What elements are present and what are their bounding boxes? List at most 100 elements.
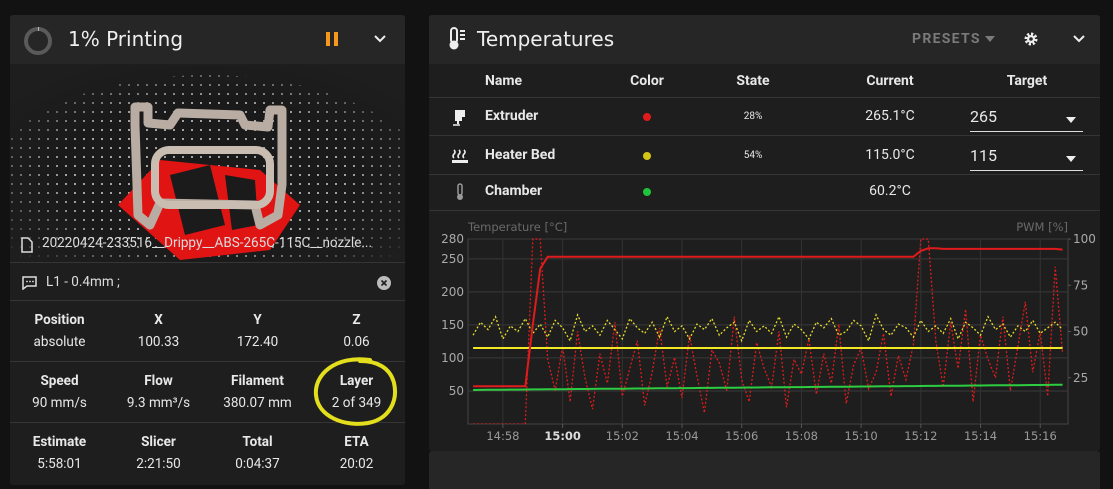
series-line bbox=[473, 383, 1063, 391]
stat-label: Total bbox=[242, 434, 273, 450]
next-panel bbox=[429, 451, 1100, 489]
status-title: 1% Printing bbox=[68, 27, 184, 51]
stat-value: 380.07 mm bbox=[223, 395, 292, 411]
thermometer-icon bbox=[449, 27, 465, 50]
gcode-line: L1 - 0.4mm ; bbox=[46, 274, 120, 290]
target-input[interactable]: 265 bbox=[970, 107, 1083, 132]
separator bbox=[10, 361, 405, 362]
stat-label: Position bbox=[34, 312, 85, 328]
y-tick-label: 280 bbox=[441, 232, 464, 246]
plot-area bbox=[467, 238, 1069, 425]
stat-value: 5:58:01 bbox=[37, 456, 82, 472]
stat-value: 0.06 bbox=[343, 334, 370, 350]
stat-label: Y bbox=[253, 312, 262, 328]
x-tick-label: 15:08 bbox=[785, 429, 818, 443]
separator bbox=[429, 135, 1100, 136]
temperature-chart: Temperature [°C] PWM [%] 50 100 150 200 250 280… bbox=[441, 220, 1096, 443]
separator bbox=[429, 210, 1100, 211]
stat-label: ETA bbox=[344, 434, 369, 450]
color-dot bbox=[643, 113, 651, 121]
temperatures-title: Temperatures bbox=[477, 27, 615, 51]
stat-label: Filament bbox=[231, 373, 284, 389]
y-axis-title: Temperature [°C] bbox=[467, 220, 567, 234]
column-header: Color bbox=[630, 73, 664, 89]
stat-value: 20:02 bbox=[339, 456, 374, 472]
x-tick-label: 14:58 bbox=[486, 429, 519, 443]
heater-current: 60.2°C bbox=[869, 183, 911, 199]
close-button[interactable] bbox=[377, 276, 391, 290]
stat-label: Z bbox=[352, 312, 361, 328]
y-tick-label: 100 bbox=[441, 351, 464, 365]
gcode-icon bbox=[22, 276, 37, 290]
x-tick-label: 15:02 bbox=[606, 429, 639, 443]
presets-arrow[interactable] bbox=[984, 34, 996, 44]
stat-value: 90 mm/s bbox=[32, 395, 87, 411]
series-line bbox=[472, 313, 1064, 343]
y-tick-label: 200 bbox=[441, 285, 464, 299]
heater-name: Chamber bbox=[485, 183, 543, 199]
heater-current: 265.1°C bbox=[865, 108, 915, 124]
x-tick-label: 15:06 bbox=[725, 429, 758, 443]
heater-icon bbox=[453, 110, 465, 126]
target-input[interactable]: 115 bbox=[970, 146, 1083, 171]
x-tick-label: 15:12 bbox=[904, 429, 937, 443]
heater-icon bbox=[452, 149, 468, 163]
stat-value: 100.33 bbox=[137, 334, 180, 350]
column-header: Target bbox=[1006, 73, 1048, 89]
thumbnail bbox=[10, 65, 405, 262]
x-tick-label: 15:04 bbox=[665, 429, 698, 443]
series-line bbox=[473, 247, 1063, 388]
heater-icon bbox=[457, 183, 463, 200]
temperatures-panel: Temperatures PRESETS Name Color State Curre… bbox=[429, 15, 1100, 451]
presets-button[interactable]: PRESETS bbox=[912, 31, 981, 47]
separator bbox=[10, 422, 405, 423]
heater-state: 28% bbox=[743, 111, 763, 122]
progress-ring bbox=[24, 26, 52, 55]
color-dot bbox=[643, 152, 651, 160]
collapse-button[interactable] bbox=[372, 31, 388, 47]
file-icon bbox=[21, 237, 33, 253]
heater-state: 54% bbox=[743, 150, 763, 161]
highlight-circle bbox=[313, 357, 397, 426]
stat-value: 172.40 bbox=[236, 334, 279, 350]
stat-value: 2:21:50 bbox=[136, 456, 181, 472]
status-panel: 1% Printing 20220424-233516__Drippy__ABS… bbox=[10, 15, 405, 485]
target-dropdown[interactable] bbox=[1065, 155, 1077, 163]
separator bbox=[429, 174, 1100, 175]
column-header: State bbox=[736, 73, 770, 89]
y2-tick-label: 50 bbox=[1073, 325, 1088, 339]
y2-tick-label: 75 bbox=[1073, 278, 1088, 292]
stat-value: 2 of 349 bbox=[331, 395, 382, 411]
separator bbox=[10, 262, 405, 263]
stat-label: Slicer bbox=[141, 434, 176, 450]
stat-label: X bbox=[154, 312, 163, 328]
stat-value: absolute bbox=[33, 334, 86, 350]
heater-name: Heater Bed bbox=[485, 147, 556, 163]
x-tick-label: 15:16 bbox=[1024, 429, 1057, 443]
x-tick-label: 15:00 bbox=[544, 429, 581, 443]
filename: 20220424-233516__Drippy__ABS-265C-115C__… bbox=[42, 235, 373, 251]
y2-tick-label: 100 bbox=[1073, 232, 1096, 246]
stat-value: 0:04:37 bbox=[235, 456, 280, 472]
series-line bbox=[473, 238, 1064, 424]
heater-name: Extruder bbox=[485, 108, 539, 124]
stat-label: Speed bbox=[40, 373, 79, 389]
pause-button[interactable] bbox=[324, 31, 340, 47]
x-tick-label: 15:10 bbox=[845, 429, 878, 443]
stat-label: Estimate bbox=[32, 434, 87, 450]
stat-label: Layer bbox=[339, 373, 374, 389]
status-header bbox=[10, 15, 405, 64]
stat-value: 9.3 mm³/s bbox=[126, 395, 191, 411]
y2-tick-label: 25 bbox=[1073, 371, 1088, 385]
y-tick-label: 50 bbox=[449, 384, 464, 398]
x-tick-label: 15:14 bbox=[964, 429, 997, 443]
separator bbox=[429, 97, 1100, 98]
settings-button[interactable] bbox=[1023, 31, 1039, 47]
next-panel-header bbox=[429, 451, 1100, 489]
collapse-button[interactable] bbox=[1071, 31, 1087, 47]
target-dropdown[interactable] bbox=[1065, 116, 1077, 124]
y-tick-label: 150 bbox=[441, 318, 464, 332]
stat-label: Flow bbox=[144, 373, 173, 389]
